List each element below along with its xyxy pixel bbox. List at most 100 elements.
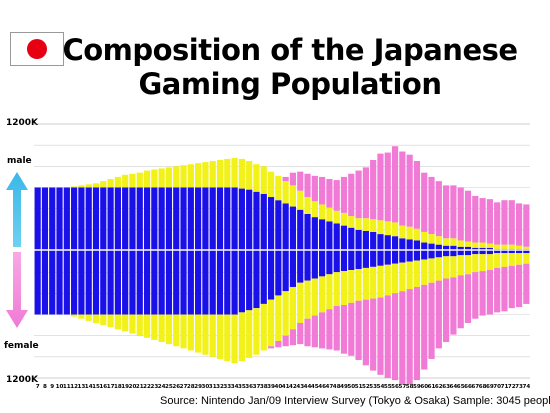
male-bar-blue-54 xyxy=(377,234,384,251)
male-bar-blue-64 xyxy=(450,245,457,251)
female-bar-pink-43 xyxy=(297,322,304,345)
female-bar-blue-31 xyxy=(209,251,216,315)
female-bar-blue-21 xyxy=(136,251,143,315)
male-bar-yellow-40 xyxy=(275,175,282,201)
x-tick-label: 60 xyxy=(420,384,428,390)
female-bar-blue-50 xyxy=(348,251,355,271)
female-bar-blue-54 xyxy=(377,251,384,266)
male-bar-yellow-14 xyxy=(85,184,92,188)
female-bar-pink-50 xyxy=(348,302,355,356)
female-bar-blue-58 xyxy=(406,251,413,262)
x-tick-label: 53 xyxy=(369,384,377,390)
male-bar-blue-25 xyxy=(165,187,173,251)
male-bar-yellow-27 xyxy=(180,165,187,188)
female-bar-yellow-36 xyxy=(246,310,253,358)
female-bar-yellow-14 xyxy=(85,314,92,321)
female-bar-yellow-59 xyxy=(413,260,421,287)
female-bar-pink-55 xyxy=(384,295,391,378)
female-bar-pink-67 xyxy=(472,272,479,319)
female-bar-blue-14 xyxy=(85,251,92,315)
x-tick-label: 54 xyxy=(377,384,385,390)
male-bar-yellow-35 xyxy=(238,158,245,189)
male-bar-yellow-45 xyxy=(311,201,318,218)
male-bar-yellow-25 xyxy=(165,167,173,188)
x-tick-label: 29 xyxy=(194,384,202,390)
female-bar-yellow-54 xyxy=(377,265,384,298)
female-bar-yellow-56 xyxy=(391,263,399,294)
female-bar-blue-51 xyxy=(355,251,362,269)
x-tick-label: 68 xyxy=(479,384,487,390)
female-bar-blue-30 xyxy=(202,251,209,315)
male-bar-blue-41 xyxy=(282,203,289,252)
female-bar-blue-23 xyxy=(151,251,158,315)
male-bar-yellow-58 xyxy=(406,226,413,240)
male-bar-blue-39 xyxy=(267,197,275,251)
female-bar-blue-52 xyxy=(362,251,369,268)
female-bar-blue-43 xyxy=(297,251,304,283)
male-bar-yellow-39 xyxy=(267,171,275,198)
male-bar-blue-56 xyxy=(391,236,399,251)
female-bar-yellow-33 xyxy=(224,314,231,362)
female-bar-blue-16 xyxy=(100,251,107,315)
x-tick-label: 58 xyxy=(406,384,414,390)
male-bar-blue-37 xyxy=(253,191,260,251)
male-bar-blue-33 xyxy=(224,187,231,251)
male-bar-blue-43 xyxy=(297,209,304,251)
female-bar-blue-10 xyxy=(56,251,63,315)
female-bar-pink-45 xyxy=(311,315,318,348)
female-bar-blue-28 xyxy=(187,251,194,315)
x-tick-label: 39 xyxy=(267,384,275,390)
male-bar-yellow-51 xyxy=(355,218,362,230)
female-bar-pink-68 xyxy=(479,271,486,316)
male-bar-yellow-56 xyxy=(391,222,399,237)
female-bar-yellow-72 xyxy=(508,253,515,266)
male-bar-yellow-17 xyxy=(107,179,114,188)
female-bar-blue-22 xyxy=(143,251,151,315)
female-bar-yellow-26 xyxy=(173,314,180,347)
female-bar-yellow-17 xyxy=(107,314,114,328)
female-bar-yellow-40 xyxy=(275,295,282,341)
x-tick-label: 16 xyxy=(99,384,107,390)
male-bar-pink-55 xyxy=(384,152,391,222)
x-tick-label: 66 xyxy=(464,384,472,390)
female-bar-blue-47 xyxy=(326,251,333,275)
male-bar-blue-62 xyxy=(435,244,442,251)
female-bar-yellow-46 xyxy=(319,276,326,313)
female-bar-blue-24 xyxy=(158,251,165,315)
x-tick-label: 34 xyxy=(231,384,239,390)
male-bar-blue-16 xyxy=(100,187,107,251)
female-bar-blue-73 xyxy=(515,251,523,254)
male-bar-yellow-49 xyxy=(340,212,348,226)
female-bar-blue-62 xyxy=(435,251,442,258)
x-tick-label: 62 xyxy=(435,384,443,390)
female-bar-blue-20 xyxy=(129,251,136,315)
male-bar-blue-26 xyxy=(173,187,180,251)
female-bar-pink-58 xyxy=(406,289,413,385)
female-bar-pink-42 xyxy=(289,329,297,346)
female-bar-yellow-31 xyxy=(209,314,216,357)
x-tick-label: 55 xyxy=(384,384,392,390)
female-bar-yellow-73 xyxy=(515,253,523,265)
female-bar-yellow-18 xyxy=(114,314,121,330)
female-bar-yellow-47 xyxy=(326,274,333,310)
flag-red-disc xyxy=(27,39,47,59)
x-tick-label: 61 xyxy=(428,384,436,390)
female-bar-pink-59 xyxy=(413,286,421,381)
female-bar-blue-40 xyxy=(275,251,282,296)
male-bar-blue-32 xyxy=(216,187,224,251)
male-bar-yellow-46 xyxy=(319,204,326,220)
female-bar-pink-41 xyxy=(282,335,289,347)
male-bar-blue-40 xyxy=(275,200,282,251)
x-tick-label: 74 xyxy=(522,384,530,390)
male-bar-blue-34 xyxy=(231,187,238,251)
male-bar-blue-11 xyxy=(63,187,70,251)
female-bar-blue-46 xyxy=(319,251,326,277)
female-bar-blue-53 xyxy=(370,251,377,267)
female-bar-pink-62 xyxy=(435,280,442,349)
male-bar-blue-31 xyxy=(209,187,216,251)
male-bar-yellow-50 xyxy=(348,216,355,228)
x-tick-label: 52 xyxy=(362,384,370,390)
male-bar-blue-44 xyxy=(304,213,311,251)
female-bar-pink-71 xyxy=(501,266,508,312)
female-bar-yellow-68 xyxy=(479,254,486,272)
